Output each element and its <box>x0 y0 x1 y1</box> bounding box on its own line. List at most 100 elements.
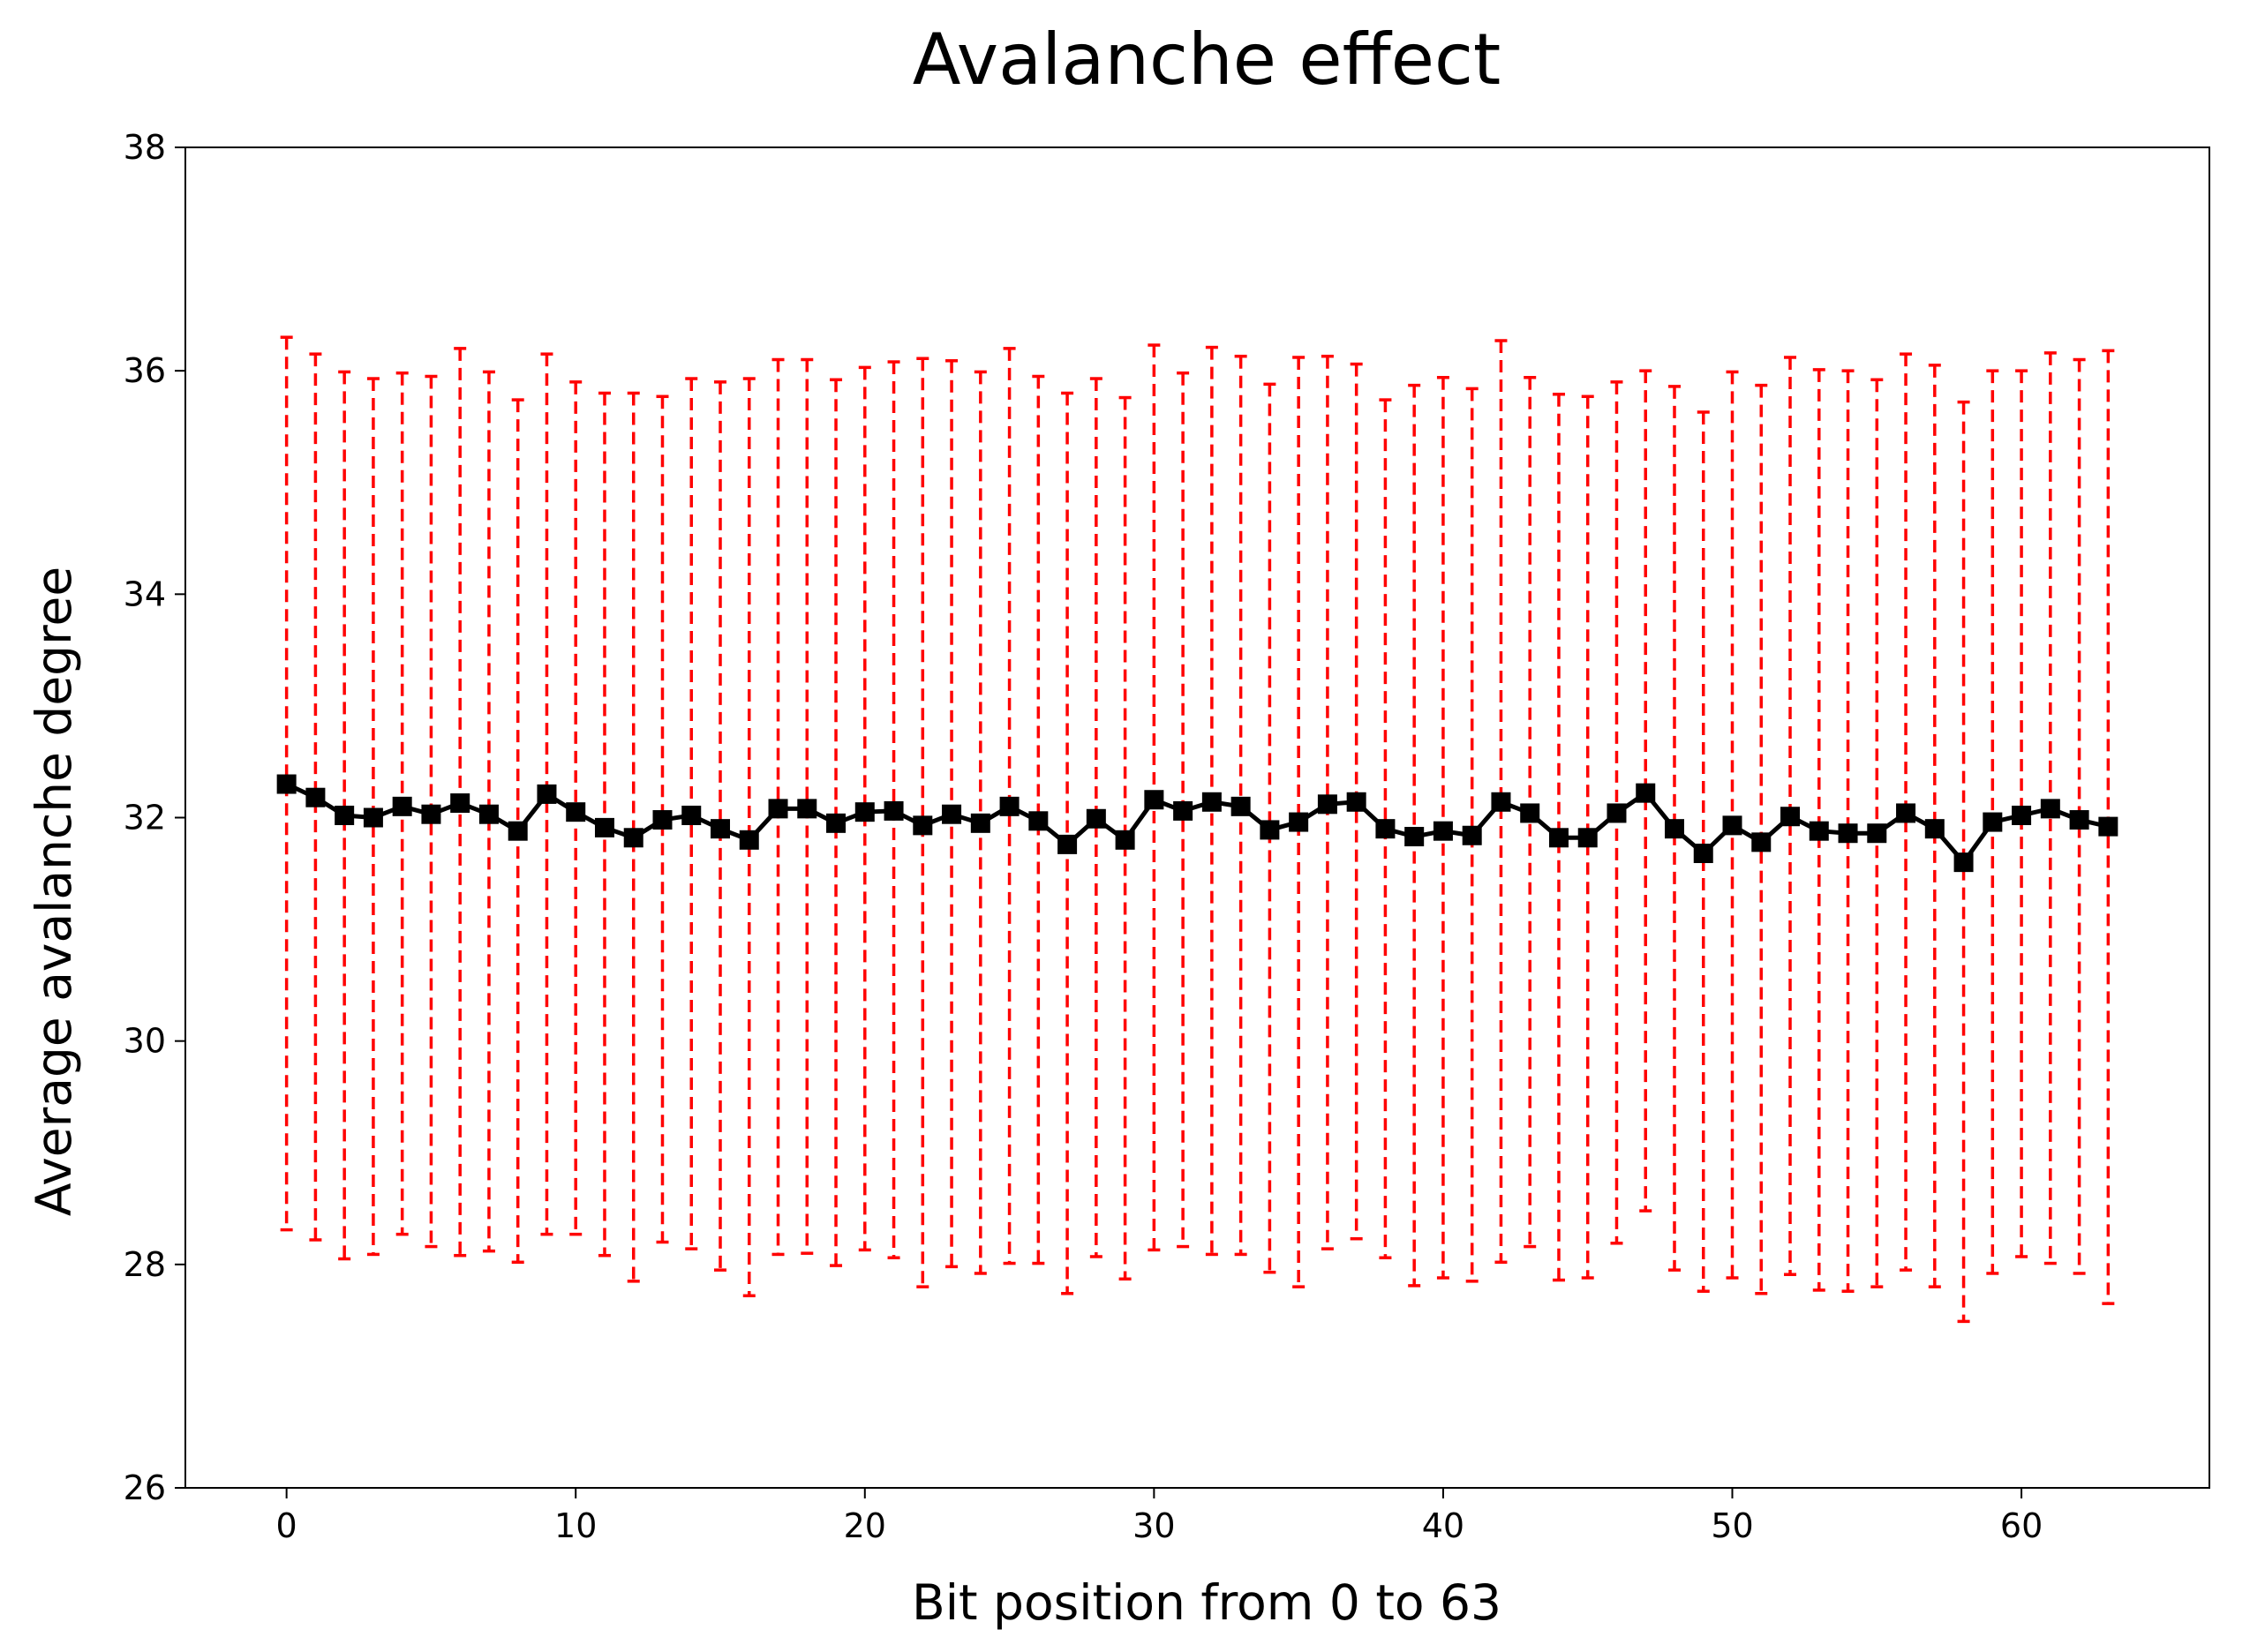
error-bar <box>2015 369 2028 1258</box>
data-point <box>681 805 702 825</box>
data-point <box>566 802 586 822</box>
x-tick-label: 60 <box>2000 1506 2043 1545</box>
data-point <box>1953 852 1974 873</box>
error-bar <box>1032 374 1045 1265</box>
data-point <box>363 807 383 828</box>
error-bar <box>569 380 583 1236</box>
data-point <box>623 828 643 848</box>
y-tick-label: 34 <box>124 574 166 613</box>
error-bar <box>1465 387 1479 1283</box>
data-series-line <box>285 782 2109 865</box>
x-tick-label: 0 <box>276 1506 297 1545</box>
y-tick-label: 32 <box>124 799 166 837</box>
data-point <box>2069 810 2089 830</box>
data-point <box>508 821 528 841</box>
data-point <box>913 815 933 836</box>
error-bar <box>540 352 553 1236</box>
y-tick-label: 36 <box>124 351 166 390</box>
x-tick-label: 40 <box>1422 1506 1464 1545</box>
data-point <box>826 813 847 833</box>
y-tick-label: 30 <box>124 1022 166 1061</box>
y-tick-label: 28 <box>124 1245 166 1284</box>
data-point <box>2012 805 2032 825</box>
data-point <box>392 796 412 816</box>
y-axis-label: Average avalanche degree <box>26 567 82 1216</box>
data-point <box>2040 799 2060 819</box>
error-bar <box>482 370 495 1253</box>
error-bar <box>1812 368 1825 1292</box>
error-bar <box>1841 369 1855 1293</box>
data-point <box>1173 800 1193 821</box>
data-point <box>1548 828 1569 848</box>
data-point <box>1838 823 1858 844</box>
data-point <box>1230 796 1251 816</box>
data-point <box>739 830 759 850</box>
error-bar <box>1697 410 1710 1293</box>
data-point <box>711 819 731 839</box>
data-point <box>1491 792 1511 812</box>
axes: 26 28 30 32 34 36 38 0 10 20 30 40 50 60 <box>124 128 2210 1545</box>
data-point <box>421 804 441 824</box>
error-bar <box>916 357 929 1288</box>
error-bar <box>830 378 843 1267</box>
y-tick-label: 26 <box>124 1468 166 1507</box>
data-point <box>1028 811 1049 831</box>
error-bar <box>338 370 351 1261</box>
data-point <box>1809 821 1829 841</box>
error-bar <box>714 380 727 1272</box>
error-bar <box>1552 392 1565 1282</box>
data-point <box>1693 844 1713 864</box>
data-point <box>450 793 470 814</box>
x-tick-label: 30 <box>1133 1506 1175 1545</box>
error-bar <box>1581 394 1594 1280</box>
data-point <box>1607 803 1627 823</box>
data-point <box>1577 828 1598 848</box>
x-tick-label: 50 <box>1711 1506 1753 1545</box>
data-point <box>1983 812 2003 832</box>
data-point <box>537 784 557 804</box>
data-point <box>797 799 817 819</box>
error-bar <box>1321 354 1334 1250</box>
data-point <box>1636 783 1656 803</box>
x-tick-label: 20 <box>844 1506 886 1545</box>
data-point <box>594 817 614 837</box>
data-point <box>1260 820 1280 840</box>
data-point <box>1924 819 1945 839</box>
data-point <box>276 774 297 794</box>
data-point <box>1664 819 1684 839</box>
chart-title: Avalanche effect <box>913 19 1501 101</box>
error-bar <box>1957 400 1970 1324</box>
data-point <box>1780 807 1801 827</box>
data-point <box>942 804 962 824</box>
error-bar <box>656 394 669 1244</box>
data-point <box>1317 794 1337 815</box>
data-point <box>478 804 499 824</box>
data-point <box>1896 803 1916 823</box>
error-bar <box>627 391 640 1283</box>
data-point <box>970 813 990 833</box>
data-point <box>1520 803 1540 823</box>
data-point <box>1751 832 1772 852</box>
data-point <box>1722 815 1742 836</box>
data-point <box>1201 792 1222 812</box>
data-point <box>1867 823 1887 844</box>
data-point <box>1086 808 1106 829</box>
data-point <box>1404 827 1425 847</box>
data-point <box>2098 816 2118 837</box>
data-point <box>1115 830 1135 850</box>
data-point <box>1289 812 1309 832</box>
data-point <box>652 810 673 830</box>
error-bar <box>1292 356 1306 1288</box>
data-point <box>854 802 875 822</box>
data-point <box>1144 790 1164 810</box>
data-point <box>1057 834 1078 854</box>
data-point <box>335 805 355 825</box>
x-tick-label: 10 <box>554 1506 597 1545</box>
data-point <box>305 787 326 807</box>
error-bar <box>1118 395 1132 1281</box>
data-point <box>1346 792 1366 812</box>
error-bar <box>1667 385 1681 1272</box>
error-bar <box>309 352 322 1242</box>
data-point <box>1433 821 1453 841</box>
